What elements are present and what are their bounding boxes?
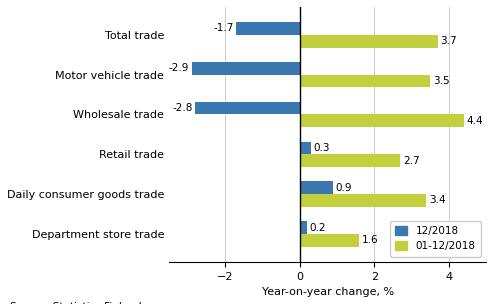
Bar xyxy=(300,154,400,167)
Bar xyxy=(300,35,438,47)
Legend: 12/2018, 01-12/2018: 12/2018, 01-12/2018 xyxy=(389,221,481,257)
Text: 0.3: 0.3 xyxy=(314,143,330,153)
Text: 3.5: 3.5 xyxy=(433,76,450,86)
Text: 0.9: 0.9 xyxy=(336,183,352,193)
Text: -1.7: -1.7 xyxy=(213,23,234,33)
Text: Source: Statistics Finland: Source: Statistics Finland xyxy=(10,302,141,304)
Bar xyxy=(300,75,430,87)
X-axis label: Year-on-year change, %: Year-on-year change, % xyxy=(262,287,394,297)
Bar xyxy=(195,102,300,114)
Text: 0.2: 0.2 xyxy=(310,223,326,233)
Text: -2.9: -2.9 xyxy=(169,63,189,73)
Bar xyxy=(300,194,426,207)
Bar xyxy=(300,114,464,127)
Bar xyxy=(300,181,333,194)
Text: 2.7: 2.7 xyxy=(403,156,420,166)
Text: -2.8: -2.8 xyxy=(172,103,193,113)
Bar xyxy=(192,62,300,75)
Text: 3.7: 3.7 xyxy=(440,36,457,46)
Bar xyxy=(300,142,311,154)
Bar xyxy=(300,221,307,234)
Text: 1.6: 1.6 xyxy=(362,235,379,245)
Text: 3.4: 3.4 xyxy=(429,195,446,206)
Bar xyxy=(236,22,300,35)
Bar xyxy=(300,234,359,247)
Text: 4.4: 4.4 xyxy=(466,116,483,126)
